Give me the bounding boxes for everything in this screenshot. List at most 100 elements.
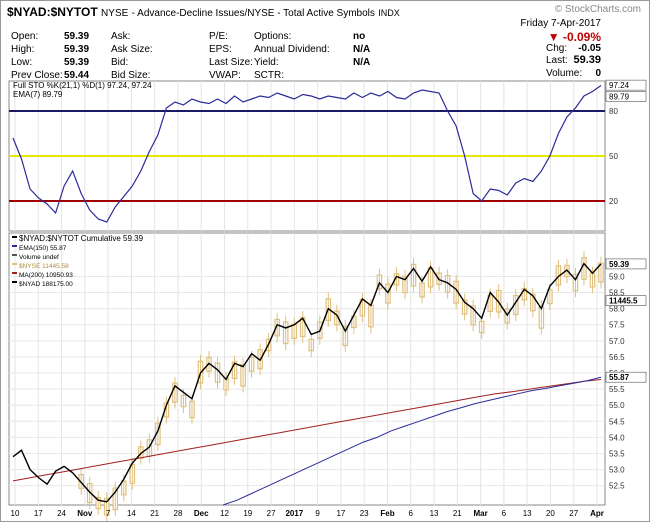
- watermark: © StockCharts.com: [554, 4, 641, 15]
- x-tick-label: 17: [34, 509, 43, 518]
- x-tick-label: 13: [523, 509, 532, 518]
- quote-value: 59.39: [64, 31, 90, 42]
- x-tick-label: 28: [174, 509, 183, 518]
- nyad-cumulative-line: [12, 262, 602, 503]
- price-y-tick-label: 53.0: [609, 466, 625, 475]
- quote-value: N/A: [353, 57, 371, 68]
- change-percent-value: -0.09%: [562, 30, 601, 44]
- price-y-tick-label: 55.0: [609, 401, 625, 410]
- x-tick-label: 2017: [285, 509, 303, 518]
- x-tick-label: 21: [453, 509, 462, 518]
- last-label: Last:: [546, 55, 568, 66]
- x-tick-label: 7: [106, 509, 111, 518]
- quote-label: Options:: [254, 31, 292, 42]
- price-y-tick-label: 57.0: [609, 337, 625, 346]
- quote-label: Low:: [11, 57, 33, 68]
- price-y-tick-label: 55.5: [609, 385, 625, 394]
- sto-k-line: [12, 85, 602, 223]
- price-last-value-box: [605, 295, 647, 306]
- price-legend-entry: Volume undef: [19, 254, 59, 261]
- price-y-tick-label: 52.5: [609, 482, 625, 491]
- x-tick-label: 6: [409, 509, 414, 518]
- quote-label: Yield:: [254, 57, 279, 68]
- quote-date: Friday 7-Apr-2017: [520, 18, 601, 29]
- volume-value: 0: [595, 68, 601, 79]
- quote-label: High:: [11, 44, 35, 55]
- price-legend-swatch: [12, 245, 17, 247]
- sto-y-tick-label: 80: [609, 107, 618, 116]
- exchange: NYSE: [101, 8, 129, 19]
- quote-label: EPS:: [209, 44, 232, 55]
- quote-value: 59.44: [64, 70, 90, 81]
- quote-value: no: [353, 31, 366, 42]
- quote-value: 59.39: [64, 57, 90, 68]
- quote-value: N/A: [353, 44, 371, 55]
- price-last-value-box: [605, 258, 647, 270]
- sto-y-tick-label: 50: [609, 152, 618, 161]
- x-tick-label: 27: [569, 509, 578, 518]
- volume-label: Volume:: [546, 68, 583, 79]
- price-y-tick-label: 53.5: [609, 449, 625, 458]
- price-last-value-box: [605, 371, 647, 383]
- sto-last-value-label: 89.79: [609, 92, 630, 101]
- quote-label: VWAP:: [209, 70, 241, 81]
- down-arrow-icon: ▼: [547, 30, 560, 44]
- price-panel-frame: [8, 232, 606, 506]
- x-tick-label: 12: [220, 509, 229, 518]
- price-legend-entry: $NYSE 11445.58: [19, 263, 69, 270]
- x-tick-label: 23: [360, 509, 369, 518]
- quote-label: Bid Size:: [111, 70, 151, 81]
- x-tick-label: 14: [127, 509, 136, 518]
- sto-last-value-box: [605, 79, 647, 91]
- x-tick-label: 10: [11, 509, 20, 518]
- description: - Advance-Decline Issues/NYSE - Total Ac…: [131, 8, 375, 19]
- symbol-type: INDX: [378, 8, 400, 18]
- price-last-value-label: 55.87: [609, 373, 630, 382]
- price-last-value-label: 11445.5: [609, 297, 638, 306]
- quote-label: Ask:: [111, 31, 131, 42]
- price-legend-entry: $NYAD:$NYTOT Cumulative 59.39: [19, 234, 144, 243]
- price-legend-swatch: [12, 263, 17, 265]
- quote-label: SCTR:: [254, 70, 284, 81]
- quote-label: Annual Dividend:: [254, 44, 330, 55]
- quote-label: Ask Size:: [111, 44, 153, 55]
- sto-last-value-label: 97.24: [609, 81, 630, 90]
- price-legend-entry: MA(200) 10950.93: [19, 272, 73, 279]
- x-tick-label: 27: [267, 509, 276, 518]
- price-legend-swatch: [12, 272, 17, 274]
- x-tick-label: 20: [546, 509, 555, 518]
- price-y-tick-label: 54.0: [609, 433, 625, 442]
- last-value: 59.39: [573, 54, 601, 66]
- price-y-tick-label: 59.0: [609, 272, 625, 281]
- x-tick-label: 13: [430, 509, 439, 518]
- price-y-tick-label: 56.5: [609, 353, 625, 362]
- price-legend-swatch: [12, 254, 17, 256]
- change-percent: ▼ -0.09%: [548, 30, 601, 44]
- chg-value: -0.05: [578, 43, 601, 54]
- quote-label: Open:: [11, 31, 39, 42]
- x-tick-label: 19: [243, 509, 252, 518]
- x-tick-label: 24: [57, 509, 66, 518]
- chg-label: Chg:: [546, 43, 568, 54]
- price-legend-entry: EMA(150) 55.87: [19, 245, 67, 252]
- x-tick-label: 9: [315, 509, 320, 518]
- symbol: $NYAD:$NYTOT: [7, 5, 98, 19]
- price-legend-swatch: [12, 281, 17, 283]
- x-tick-label: Nov: [77, 509, 93, 518]
- quote-label: Last Size:: [209, 57, 253, 68]
- quote-label: P/E:: [209, 31, 228, 42]
- quote-label: Prev Close:: [11, 70, 63, 81]
- x-tick-label: Apr: [590, 509, 604, 518]
- price-y-tick-label: 54.5: [609, 417, 625, 426]
- price-last-value-label: 59.39: [609, 260, 630, 269]
- price-y-tick-label: 57.5: [609, 321, 625, 330]
- sto-legend-2: EMA(7) 89.79: [13, 90, 63, 99]
- sto-last-value-box: [605, 91, 647, 102]
- sto-legend-1: Full STO %K(21,1) %D(1) 97.24, 97.24: [13, 81, 152, 90]
- x-tick-label: Mar: [473, 509, 487, 518]
- ma200-line: [12, 378, 602, 482]
- sto-y-tick-label: 20: [609, 197, 618, 206]
- price-y-tick-label: 58.5: [609, 289, 625, 298]
